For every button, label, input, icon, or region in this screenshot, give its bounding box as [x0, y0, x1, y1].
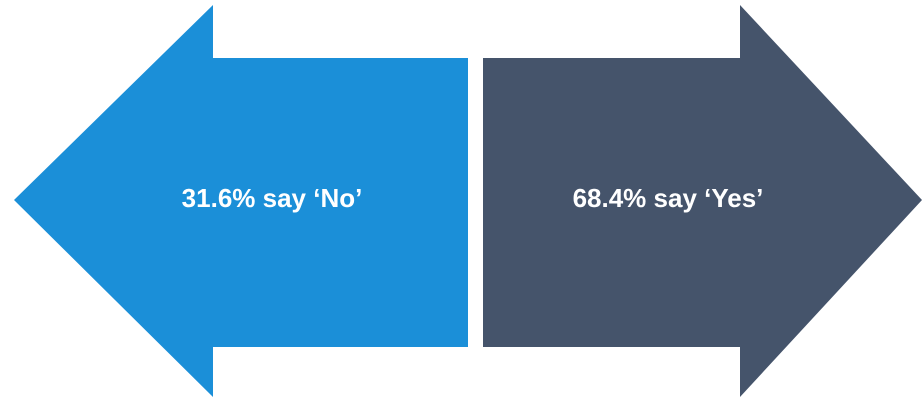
- left-arrow: [14, 5, 468, 397]
- right-arrow: [483, 5, 922, 397]
- left-arrow-label: 31.6% say ‘No’: [182, 183, 363, 213]
- right-arrow-label: 68.4% say ‘Yes’: [573, 183, 764, 213]
